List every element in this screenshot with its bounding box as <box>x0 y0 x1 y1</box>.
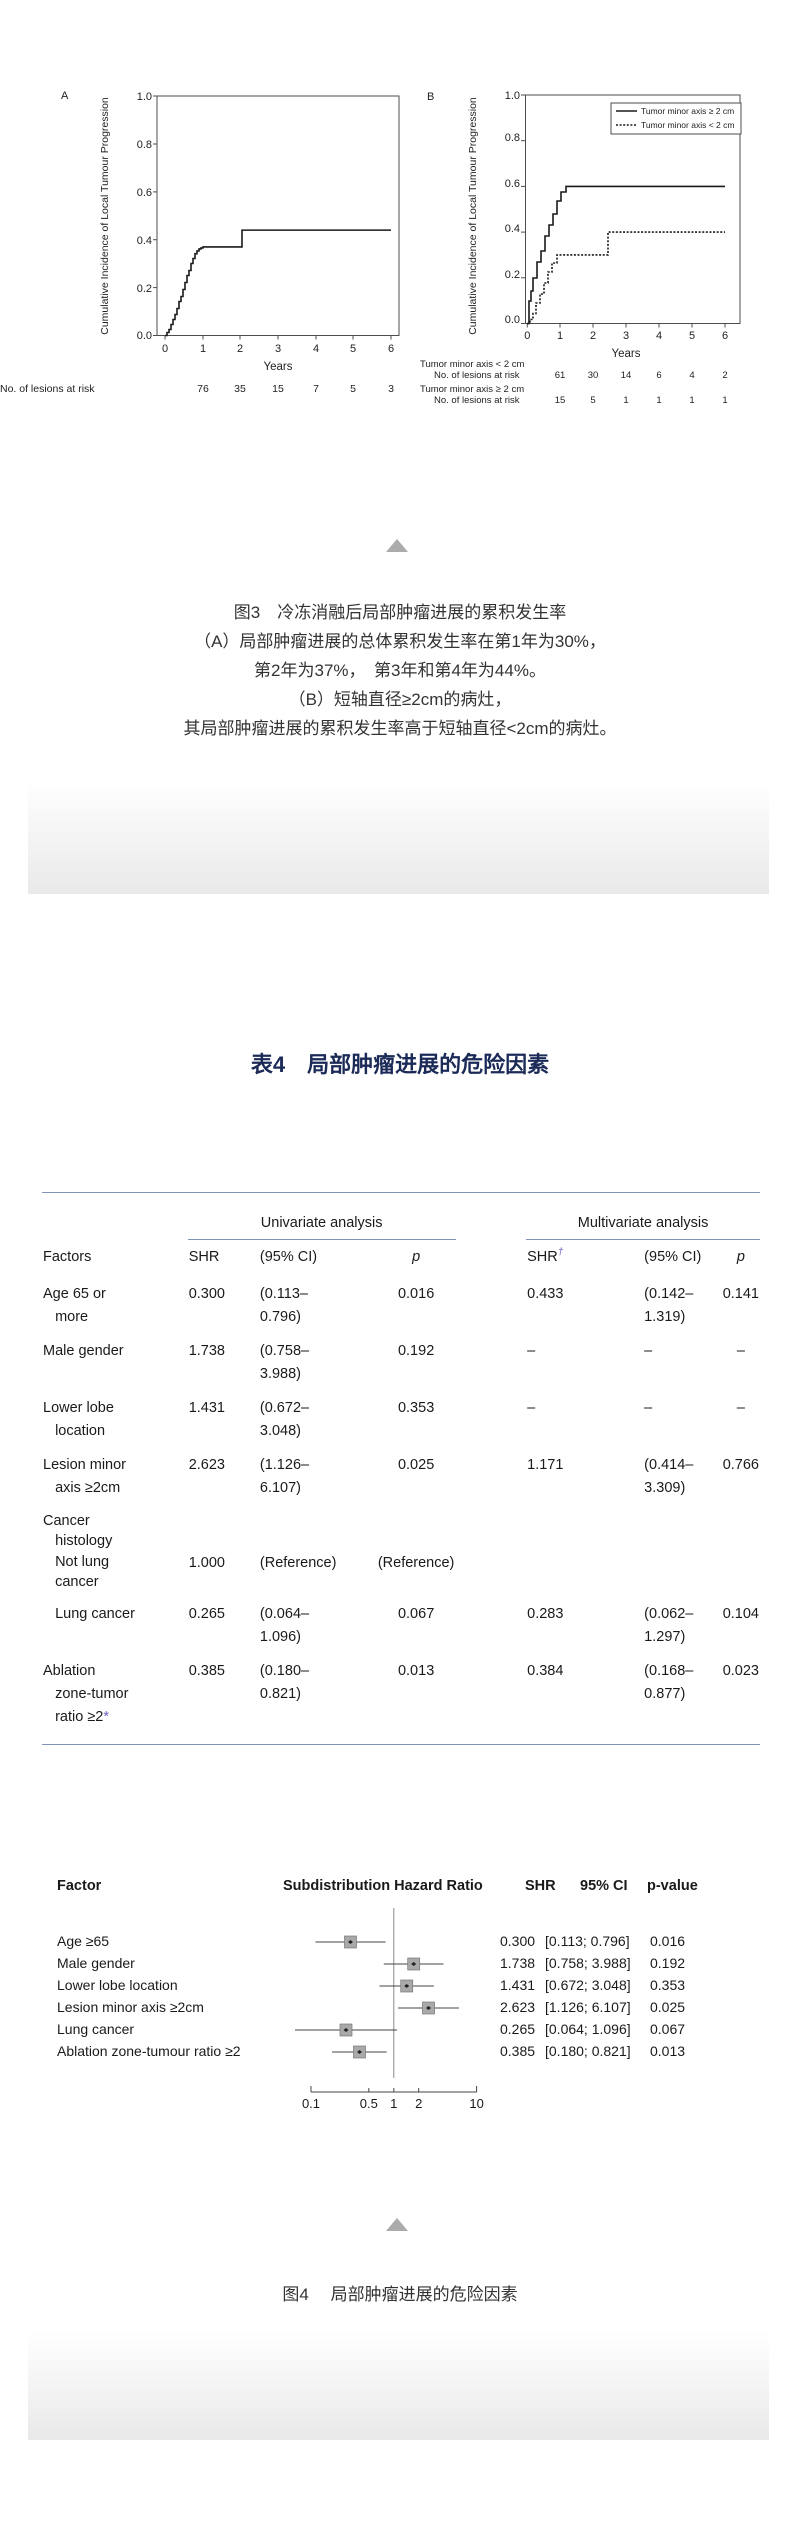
svg-text:1.431: 1.431 <box>500 1977 535 1993</box>
svg-text:B: B <box>427 91 434 103</box>
svg-text:0.067: 0.067 <box>650 2021 685 2037</box>
svg-text:1: 1 <box>689 395 694 406</box>
svg-text:0.8: 0.8 <box>505 132 520 144</box>
svg-text:5: 5 <box>590 395 595 406</box>
svg-text:1.738: 1.738 <box>500 1955 535 1971</box>
svg-text:6: 6 <box>656 370 661 381</box>
svg-text:6: 6 <box>722 330 728 342</box>
svg-text:2: 2 <box>722 370 727 381</box>
svg-text:Lesion minor axis ≥2cm: Lesion minor axis ≥2cm <box>57 1999 204 2015</box>
svg-text:2: 2 <box>415 2096 422 2111</box>
svg-text:No. of lesions at risk: No. of lesions at risk <box>434 395 520 406</box>
svg-text:0.013: 0.013 <box>650 2043 685 2059</box>
svg-text:Lung cancer: Lung cancer <box>57 2021 134 2037</box>
svg-text:1: 1 <box>623 395 628 406</box>
svg-text:0.300: 0.300 <box>500 1933 535 1949</box>
svg-text:0.5: 0.5 <box>360 2096 378 2111</box>
svg-text:3: 3 <box>623 330 629 342</box>
svg-text:0.192: 0.192 <box>650 1955 685 1971</box>
svg-text:1.0: 1.0 <box>505 90 520 102</box>
svg-text:Tumor minor axis < 2 cm: Tumor minor axis < 2 cm <box>641 120 734 130</box>
svg-text:Tumor minor axis < 2 cm: Tumor minor axis < 2 cm <box>420 359 525 370</box>
svg-text:2: 2 <box>590 330 596 342</box>
svg-text:Subdistribution Hazard Ratio: Subdistribution Hazard Ratio <box>283 1878 483 1894</box>
svg-text:SHR: SHR <box>525 1878 556 1894</box>
svg-text:Ablation zone-tumour ratio ≥2: Ablation zone-tumour ratio ≥2 <box>57 2043 241 2059</box>
svg-text:[0.180; 0.821]: [0.180; 0.821] <box>545 2043 631 2059</box>
svg-text:[0.672; 3.048]: [0.672; 3.048] <box>545 1977 631 1993</box>
svg-text:15: 15 <box>555 395 566 406</box>
svg-text:Lower lobe location: Lower lobe location <box>57 1977 178 1993</box>
svg-text:0.6: 0.6 <box>505 178 520 190</box>
svg-text:4: 4 <box>656 330 662 342</box>
svg-text:[0.064; 1.096]: [0.064; 1.096] <box>545 2021 631 2037</box>
svg-text:[0.758; 3.988]: [0.758; 3.988] <box>545 1955 631 1971</box>
svg-text:0.265: 0.265 <box>500 2021 535 2037</box>
svg-text:5: 5 <box>689 330 695 342</box>
svg-text:p-value: p-value <box>647 1878 698 1894</box>
svg-text:0.0: 0.0 <box>505 314 520 326</box>
svg-text:95% CI: 95% CI <box>580 1878 628 1894</box>
svg-text:Male gender: Male gender <box>57 1955 135 1971</box>
svg-text:61: 61 <box>555 370 566 381</box>
svg-text:0: 0 <box>524 330 530 342</box>
svg-text:1: 1 <box>390 2096 397 2111</box>
svg-text:30: 30 <box>588 370 599 381</box>
svg-text:0.1: 0.1 <box>302 2096 320 2111</box>
svg-text:1: 1 <box>722 395 727 406</box>
svg-text:4: 4 <box>689 370 694 381</box>
svg-text:Cumulative Incidence of Local: Cumulative Incidence of Local Tumour Pro… <box>467 97 479 335</box>
svg-text:[1.126; 6.107]: [1.126; 6.107] <box>545 1999 631 2015</box>
svg-text:Factor: Factor <box>57 1878 102 1894</box>
svg-text:2.623: 2.623 <box>500 1999 535 2015</box>
svg-text:[0.113; 0.796]: [0.113; 0.796] <box>545 1933 630 1949</box>
svg-text:Age ≥65: Age ≥65 <box>57 1933 109 1949</box>
svg-text:No. of lesions at risk: No. of lesions at risk <box>434 370 520 381</box>
svg-text:0.385: 0.385 <box>500 2043 535 2059</box>
svg-text:1: 1 <box>557 330 563 342</box>
svg-text:Tumor minor axis ≥ 2 cm: Tumor minor axis ≥ 2 cm <box>420 384 524 395</box>
svg-text:0.2: 0.2 <box>505 269 520 281</box>
svg-text:10: 10 <box>469 2096 483 2111</box>
svg-text:Years: Years <box>612 348 641 360</box>
svg-text:0.016: 0.016 <box>650 1933 685 1949</box>
svg-text:0.025: 0.025 <box>650 1999 685 2015</box>
svg-text:0.4: 0.4 <box>505 223 520 235</box>
svg-text:14: 14 <box>621 370 632 381</box>
svg-text:1: 1 <box>656 395 661 406</box>
svg-text:Tumor minor axis ≥ 2 cm: Tumor minor axis ≥ 2 cm <box>641 106 734 116</box>
svg-text:0.353: 0.353 <box>650 1977 685 1993</box>
